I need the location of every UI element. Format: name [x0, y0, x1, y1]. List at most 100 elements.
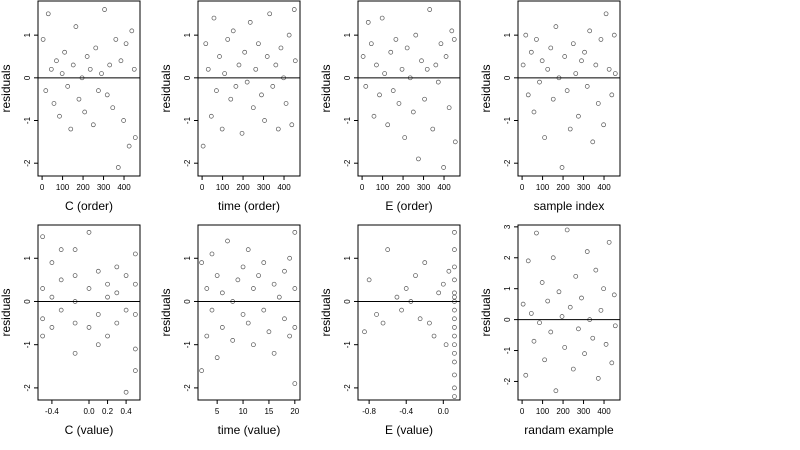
y-tick-label: 1	[183, 255, 192, 260]
point	[283, 101, 289, 106]
point	[287, 255, 292, 261]
point	[606, 66, 612, 72]
point	[430, 126, 436, 132]
point	[225, 37, 231, 42]
x-tick-label: 400	[277, 183, 291, 192]
x-axis-label: E (value)	[385, 423, 433, 437]
point	[567, 304, 573, 310]
x-tick-label: 200	[556, 183, 570, 192]
point	[427, 320, 432, 326]
point	[251, 286, 256, 291]
point	[84, 54, 90, 59]
point	[93, 45, 99, 51]
point	[537, 79, 542, 85]
y-tick-label: -1	[503, 346, 512, 354]
point	[410, 109, 416, 115]
point	[573, 273, 579, 279]
x-axis-label: C (order)	[65, 199, 113, 213]
point	[133, 312, 138, 317]
point	[452, 316, 457, 322]
point	[385, 122, 391, 128]
point	[413, 273, 418, 278]
point	[51, 101, 57, 106]
point	[271, 281, 277, 287]
point	[105, 281, 110, 287]
point	[259, 92, 264, 98]
point	[291, 7, 297, 12]
point	[396, 101, 402, 106]
point	[133, 251, 138, 257]
y-tick-label: 1	[23, 255, 32, 260]
point	[58, 247, 64, 252]
x-tick-label: 0	[40, 183, 45, 192]
point	[208, 113, 214, 119]
x-tick-label: 200	[76, 183, 90, 192]
y-tick-label: 0	[343, 75, 352, 80]
point	[86, 286, 92, 291]
point	[436, 290, 442, 296]
point	[113, 37, 119, 42]
point	[452, 307, 457, 313]
point	[68, 126, 74, 132]
point	[539, 280, 545, 285]
point	[431, 333, 437, 339]
point	[388, 49, 394, 55]
plot-frame	[197, 224, 301, 401]
x-tick-label: 200	[236, 183, 250, 192]
point	[129, 28, 135, 34]
point	[40, 37, 46, 42]
y-tick-label: -2	[183, 159, 192, 167]
point	[107, 62, 113, 68]
point	[230, 28, 236, 34]
point	[548, 45, 554, 51]
x-tick-label: 300	[257, 183, 271, 192]
point	[200, 143, 206, 149]
point	[385, 247, 391, 252]
point	[570, 41, 576, 47]
x-tick-label: 100	[536, 183, 550, 192]
y-tick-label: -1	[183, 341, 192, 349]
point	[99, 71, 104, 76]
point	[217, 54, 222, 59]
point	[133, 346, 138, 352]
point	[270, 84, 276, 89]
y-tick-label: 1	[23, 32, 32, 37]
point	[58, 277, 64, 283]
y-tick-label: 3	[503, 224, 512, 229]
point	[609, 92, 615, 98]
point	[219, 290, 225, 296]
point	[606, 239, 612, 245]
point	[59, 71, 65, 76]
point	[611, 32, 617, 38]
point	[49, 260, 55, 265]
point	[531, 338, 537, 344]
y-tick-label: 2	[503, 255, 512, 260]
point	[199, 260, 204, 265]
x-tick-label: 0	[360, 183, 365, 192]
point	[598, 307, 604, 313]
point	[278, 45, 284, 51]
point	[292, 286, 298, 291]
y-tick-label: 0	[23, 299, 32, 304]
point	[49, 294, 55, 300]
point	[446, 105, 452, 111]
y-tick-label: 1	[503, 32, 512, 37]
point	[256, 41, 261, 47]
plot-frame	[357, 0, 461, 177]
point	[256, 273, 261, 278]
point	[102, 7, 107, 12]
point	[399, 307, 404, 313]
point	[433, 62, 439, 68]
x-tick-label: 300	[417, 183, 431, 192]
x-axis-label: time (order)	[218, 199, 280, 213]
point	[452, 333, 457, 339]
point	[203, 41, 209, 47]
y-tick-label: -1	[23, 341, 32, 349]
point	[126, 143, 132, 149]
point	[582, 351, 587, 356]
point	[365, 19, 371, 25]
point	[121, 118, 126, 123]
point	[76, 96, 82, 102]
point	[584, 249, 590, 254]
y-tick-label: 1	[183, 32, 192, 37]
